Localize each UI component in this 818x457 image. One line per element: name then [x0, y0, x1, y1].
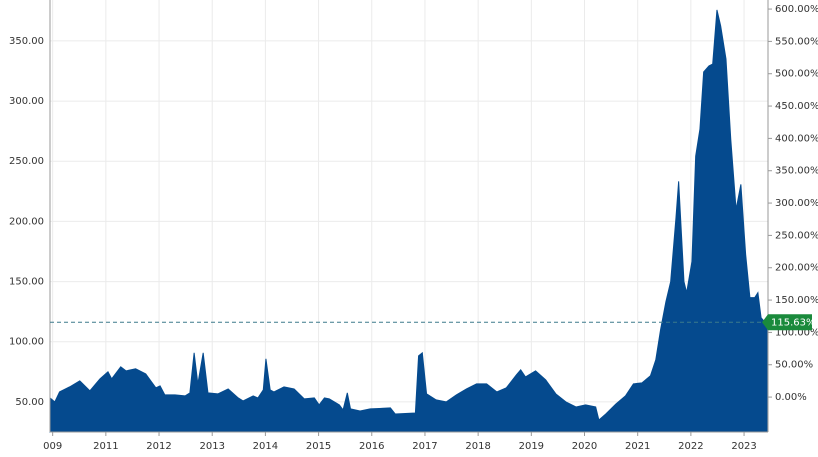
y2-tick-label: 200.00%	[775, 263, 818, 274]
y2-tick-label: 400.00%	[775, 133, 818, 144]
x-tick-label: 2022	[678, 441, 703, 452]
y-tick-label: 100.00	[9, 337, 44, 348]
current-label: 115.63%	[771, 317, 816, 328]
x-tick-label: 2013	[199, 441, 224, 452]
y-tick-label: 250.00	[9, 156, 44, 167]
y2-tick-label: 0.00%	[775, 392, 807, 403]
y2-tick-label: 450.00%	[775, 101, 818, 112]
y-tick-label: 150.00	[9, 277, 44, 288]
x-tick-label: 009	[43, 441, 62, 452]
x-tick-label: 2021	[625, 441, 650, 452]
y-tick-label: 350.00	[9, 36, 44, 47]
x-tick-label: 2017	[412, 441, 437, 452]
y2-tick-label: 100.00%	[775, 327, 818, 338]
x-tick-label: 2012	[146, 441, 171, 452]
y-tick-label: 50.00	[15, 397, 44, 408]
y2-tick-label: 550.00%	[775, 36, 818, 47]
x-tick-label: 2016	[359, 441, 384, 452]
area	[49, 9, 768, 433]
x-tick-label: 2020	[572, 441, 597, 452]
x-tick-label: 2015	[306, 441, 331, 452]
current-badge	[762, 314, 812, 331]
x-tick-label: 2014	[253, 441, 278, 452]
y-tick-label: 300.00	[9, 96, 44, 107]
y2-tick-label: 350.00%	[775, 166, 818, 177]
x-tick-label: 2018	[465, 441, 490, 452]
y2-tick-label: 500.00%	[775, 69, 818, 80]
y2-tick-label: 600.00%	[775, 4, 818, 15]
y2-tick-label: 250.00%	[775, 230, 818, 241]
x-tick-label: 2019	[519, 441, 544, 452]
y2-tick-label: 300.00%	[775, 198, 818, 209]
x-tick-label: 2023	[731, 441, 756, 452]
y2-tick-label: 150.00%	[775, 295, 818, 306]
y2-tick-label: 50.00%	[775, 360, 813, 371]
y-tick-label: 200.00	[9, 216, 44, 227]
x-tick-label: 2011	[93, 441, 118, 452]
